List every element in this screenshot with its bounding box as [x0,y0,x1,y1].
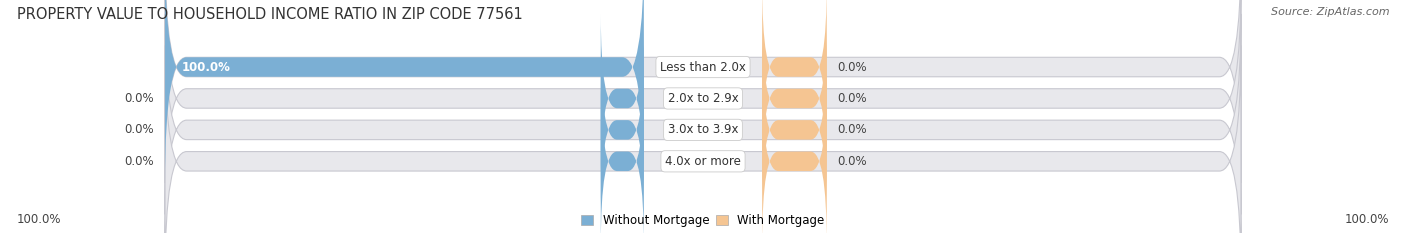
FancyBboxPatch shape [762,14,827,183]
Text: 4.0x or more: 4.0x or more [665,155,741,168]
FancyBboxPatch shape [600,45,644,214]
FancyBboxPatch shape [165,0,644,183]
Text: PROPERTY VALUE TO HOUSEHOLD INCOME RATIO IN ZIP CODE 77561: PROPERTY VALUE TO HOUSEHOLD INCOME RATIO… [17,7,523,22]
FancyBboxPatch shape [165,45,1241,233]
Text: Less than 2.0x: Less than 2.0x [659,61,747,74]
Text: 100.0%: 100.0% [17,213,62,226]
FancyBboxPatch shape [762,0,827,152]
FancyBboxPatch shape [762,77,827,233]
Text: 0.0%: 0.0% [125,123,155,136]
Text: 0.0%: 0.0% [838,123,868,136]
Text: 2.0x to 2.9x: 2.0x to 2.9x [668,92,738,105]
Text: 0.0%: 0.0% [838,61,868,74]
Text: Source: ZipAtlas.com: Source: ZipAtlas.com [1271,7,1389,17]
Text: 0.0%: 0.0% [125,155,155,168]
FancyBboxPatch shape [600,77,644,233]
FancyBboxPatch shape [165,0,1241,183]
Text: 100.0%: 100.0% [181,61,231,74]
FancyBboxPatch shape [165,14,1241,233]
Text: 3.0x to 3.9x: 3.0x to 3.9x [668,123,738,136]
FancyBboxPatch shape [762,45,827,214]
Legend: Without Mortgage, With Mortgage: Without Mortgage, With Mortgage [581,214,825,227]
Text: 0.0%: 0.0% [838,155,868,168]
Text: 0.0%: 0.0% [838,92,868,105]
FancyBboxPatch shape [165,0,1241,214]
Text: 100.0%: 100.0% [1344,213,1389,226]
Text: 0.0%: 0.0% [125,92,155,105]
FancyBboxPatch shape [600,14,644,183]
